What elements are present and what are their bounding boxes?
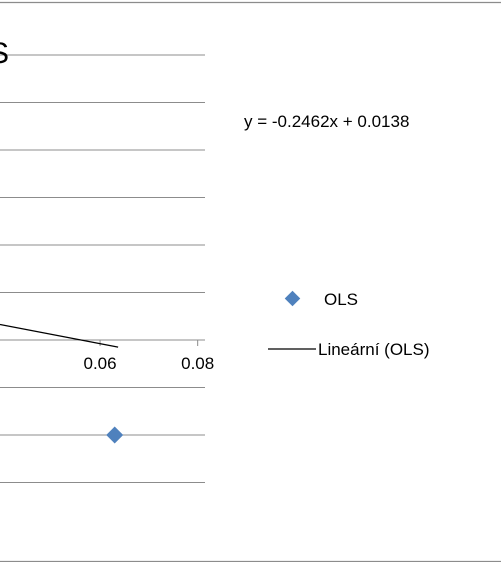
trendline	[0, 323, 119, 348]
series-marks	[0, 323, 124, 444]
legend-item-ols: OLS	[284, 290, 358, 309]
legend: OLS Lineární (OLS)	[268, 290, 430, 359]
legend-item-linear-ols: Lineární (OLS)	[268, 340, 430, 359]
legend-label-linear-ols: Lineární (OLS)	[318, 340, 430, 359]
gridlines	[0, 54, 205, 483]
x-tick-label: 0.08	[181, 354, 214, 373]
x-tick-label: 0.06	[84, 354, 117, 373]
legend-marker-diamond	[284, 290, 301, 307]
trendline-equation: y = -0.2462x + 0.0138	[244, 112, 409, 131]
data-point	[106, 426, 124, 444]
x-axis: 0.06 0.08	[0, 339, 214, 373]
legend-label-ols: OLS	[324, 290, 358, 309]
chart-title-fragment: S	[0, 37, 9, 70]
